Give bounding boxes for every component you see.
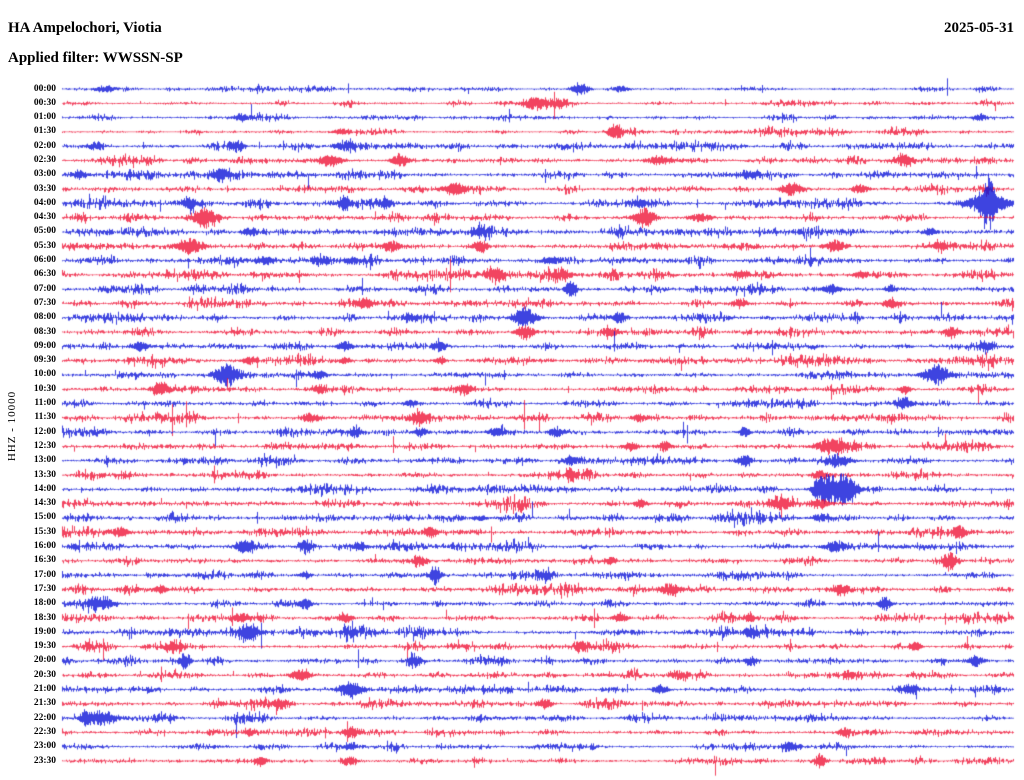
time-label: 23:00: [33, 741, 56, 752]
time-label: 05:00: [33, 226, 56, 237]
time-label: 07:30: [33, 297, 56, 308]
time-label: 21:30: [33, 698, 56, 709]
time-label: 12:30: [33, 440, 56, 451]
time-label: 04:30: [33, 212, 56, 223]
time-label: 19:30: [33, 641, 56, 652]
time-label: 18:00: [33, 598, 56, 609]
time-label: 18:30: [33, 612, 56, 623]
time-label: 00:00: [33, 83, 56, 94]
time-label: 14:30: [33, 498, 56, 509]
time-label: 14:00: [33, 483, 56, 494]
time-label: 06:30: [33, 269, 56, 280]
time-label: 09:30: [33, 355, 56, 366]
time-label: 08:00: [33, 312, 56, 323]
time-label: 12:00: [33, 426, 56, 437]
time-label: 21:00: [33, 684, 56, 694]
time-label: 06:00: [33, 255, 56, 266]
time-label: 07:00: [33, 283, 56, 294]
time-labels: 00:00 00:30 01:00 01:30 02:00 02:30 03:00 03:30…: [0, 0, 58, 780]
time-label: 09:00: [33, 340, 56, 351]
time-label: 20:30: [33, 669, 56, 680]
time-label: 17:00: [33, 569, 56, 580]
y-axis-label: HHZ - 10000: [6, 390, 18, 462]
time-label: 00:30: [33, 97, 56, 108]
date-label: 2025-05-31: [944, 20, 1014, 36]
time-label: 03:30: [33, 183, 56, 194]
time-label: 22:30: [33, 726, 56, 737]
time-label: 04:00: [33, 197, 56, 208]
time-label: 11:30: [34, 412, 56, 423]
time-label: 15:30: [33, 526, 56, 537]
time-label: 16:30: [33, 555, 56, 566]
time-label: 17:30: [33, 583, 56, 594]
time-label: 23:30: [33, 755, 56, 766]
time-label: 02:00: [33, 140, 56, 151]
time-label: 10:00: [33, 369, 56, 380]
time-label: 19:00: [33, 626, 56, 637]
time-label: 16:00: [33, 541, 56, 552]
time-label: 02:30: [33, 154, 56, 165]
time-label: 20:00: [33, 655, 56, 666]
time-label: 03:00: [33, 169, 56, 180]
time-label: 01:00: [33, 112, 56, 123]
station-title: HA Ampelochori, Viotia: [8, 20, 162, 36]
time-label: 08:30: [33, 326, 56, 337]
time-label: 13:00: [33, 455, 56, 466]
time-label: 01:30: [33, 126, 56, 137]
time-label: 22:00: [33, 712, 56, 723]
filter-label: Applied filter: WWSSN-SP: [8, 50, 183, 66]
time-label: 11:00: [34, 398, 56, 409]
time-label: 15:00: [33, 512, 56, 523]
time-label: 10:30: [33, 383, 56, 394]
time-label: 13:30: [33, 469, 56, 480]
time-label: 05:30: [33, 240, 56, 251]
